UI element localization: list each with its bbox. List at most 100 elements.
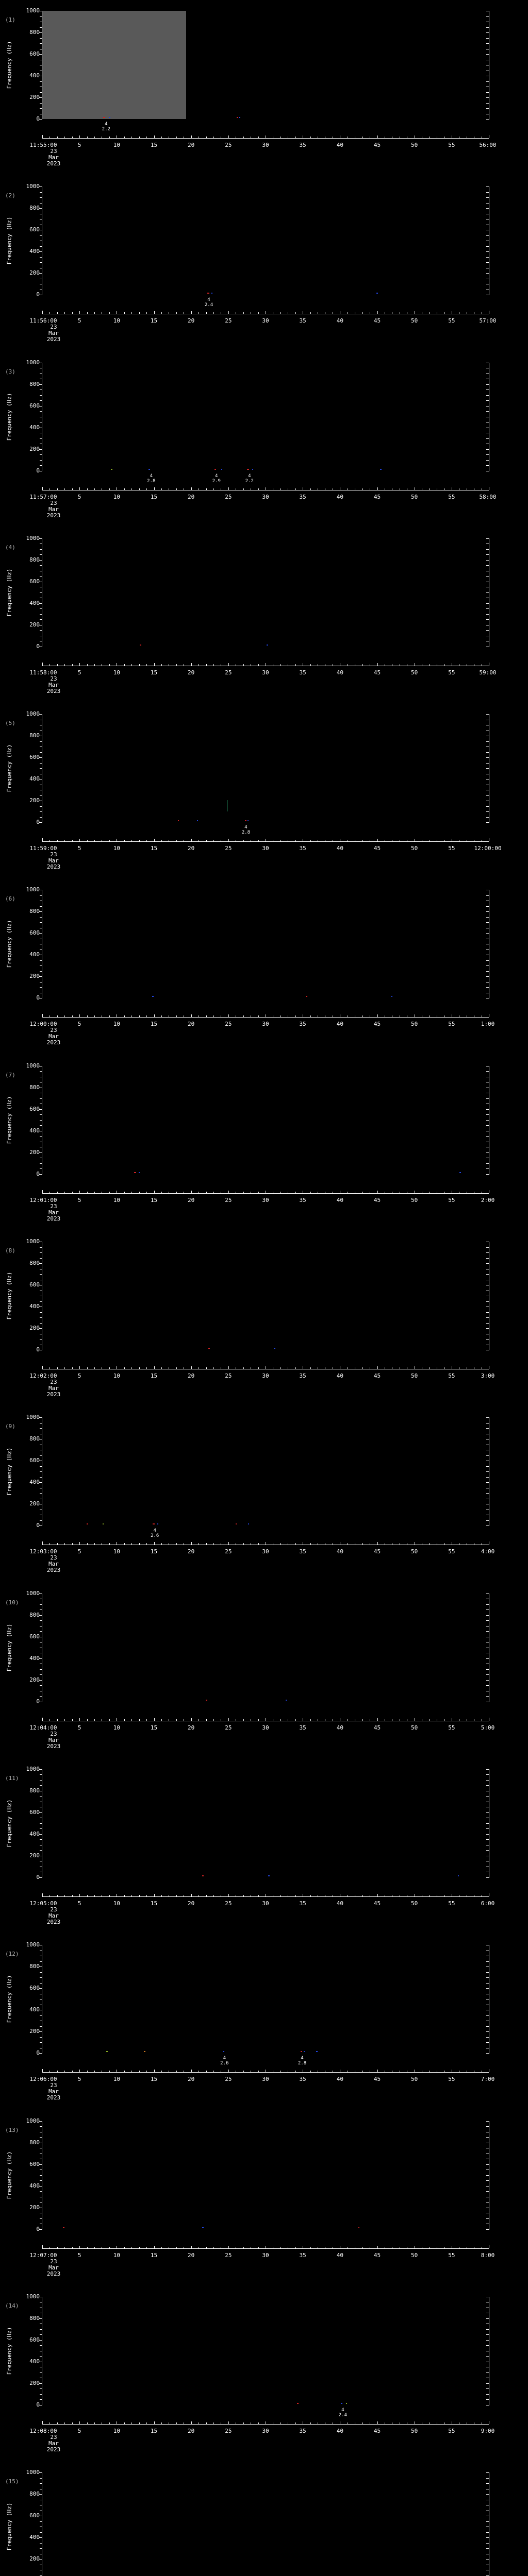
y-axis-tick [40, 2575, 42, 2576]
right-axis-tick [486, 235, 489, 236]
event-pick-marker [205, 1699, 207, 1701]
right-axis-tick [486, 1812, 489, 1813]
x-axis-tick [310, 1191, 311, 1193]
x-axis-tick-label: 40 [336, 2427, 343, 2434]
x-axis-tick [87, 1719, 88, 1721]
x-axis-tick-label: 45 [373, 2427, 381, 2434]
x-axis-tick-label: 50 [411, 1548, 418, 1555]
right-axis-tick [486, 714, 489, 715]
y-axis-tick [40, 411, 42, 412]
x-axis-tick [258, 312, 259, 314]
y-axis-tick-label: 600 [29, 1105, 40, 1112]
y-axis-tick [40, 438, 42, 439]
y-axis-tick [40, 1339, 42, 1340]
x-axis-tick-label: 10 [113, 2427, 120, 2434]
x-axis-tick [87, 840, 88, 842]
y-axis-tick-label: 800 [29, 556, 40, 563]
right-axis-tick [486, 208, 489, 209]
x-axis-tick [64, 1894, 65, 1896]
y-axis-tick [39, 1988, 42, 1989]
right-axis-tick [486, 1098, 489, 1099]
right-axis-tick [486, 1520, 489, 1521]
right-axis-tick [486, 92, 489, 93]
panel-inner: (2) 0 200 400 600 800 1000 Frequency (Hz) 4 2.4 11… [0, 176, 528, 351]
y-axis-tick [40, 965, 42, 967]
x-axis-tick [280, 1719, 281, 1721]
y-axis-tick-label: 0 [36, 467, 40, 474]
event-pick-marker [239, 117, 241, 118]
x-axis-date-stack: 23 Mar 2023 [38, 2434, 69, 2453]
y-axis-tick-label: 0 [36, 115, 40, 122]
y-axis-tick-label: 0 [36, 2401, 40, 2408]
y-axis-tick [40, 1604, 42, 1605]
x-axis-tick [362, 1191, 363, 1193]
x-axis-tick [131, 2422, 133, 2424]
x-axis-date-line: Mar [48, 1912, 59, 1919]
y-axis-tick-label: 1000 [26, 7, 40, 14]
x-axis-tick [295, 312, 296, 314]
right-axis-tick [486, 2472, 489, 2473]
pick-annotation-line: 4 [105, 122, 108, 127]
pick-annotation-label: 4 2.6 [220, 2056, 228, 2066]
y-axis-tick [40, 768, 42, 769]
x-axis-date-line: 23 [50, 1730, 57, 1737]
x-axis-tick [310, 137, 311, 138]
x-axis-tick-label: 20 [188, 317, 195, 325]
x-axis-tick [87, 1191, 88, 1193]
pick-annotation-label: 4 2.6 [151, 1528, 159, 1538]
x-axis-tick [124, 664, 125, 666]
x-axis-tick [72, 1719, 73, 1721]
x-axis-tick-label: 50 [411, 2076, 418, 2083]
plot-area [42, 890, 489, 998]
x-axis-tick [161, 1191, 162, 1193]
right-axis-tick [486, 1252, 489, 1253]
x-axis-tick-label: 30 [262, 1021, 269, 1028]
y-axis-tick [40, 108, 42, 109]
x-axis-tick [146, 1894, 147, 1896]
x-axis-date-line: Mar [48, 1736, 59, 1743]
spectrogram-panel: (3) 0 200 400 600 800 1000 Frequency (Hz) 4 2.8 4 2… [0, 352, 528, 528]
y-axis-tick [39, 97, 42, 98]
event-pick-marker [235, 1523, 237, 1525]
pick-annotation-line: 2.8 [147, 478, 156, 484]
x-axis-tick [161, 1719, 162, 1721]
x-axis-tick-label: 15 [150, 2251, 158, 2259]
y-axis-tick [40, 817, 42, 818]
x-axis-tick [161, 664, 162, 666]
pick-annotation-label: 4 2.8 [147, 473, 155, 484]
panel-inner: (3) 0 200 400 600 800 1000 Frequency (Hz) 4 2.8 4 2… [0, 352, 528, 528]
event-pick-marker [358, 2227, 360, 2228]
y-axis-title: Frequency (Hz) [6, 568, 13, 617]
x-axis-tick-label: 15 [150, 493, 158, 500]
y-axis-title: Frequency (Hz) [6, 2327, 13, 2375]
x-axis-end-label: 12:00:00 [474, 845, 502, 852]
x-axis-tick [228, 663, 229, 666]
x-axis-tick-label: 40 [336, 1196, 343, 1204]
y-axis-tick [40, 895, 42, 896]
y-axis-tick-label: 200 [29, 1500, 40, 1507]
panel-index-label: (3) [5, 368, 15, 375]
x-axis-tick [206, 488, 207, 490]
right-axis-tick [486, 1961, 489, 1962]
x-axis-tick-label: 30 [262, 142, 269, 148]
x-axis-tick [362, 840, 363, 842]
x-axis-date-stack: 23 Mar 2023 [38, 1731, 69, 1750]
x-axis-tick [206, 840, 207, 842]
right-axis-tick [486, 817, 489, 818]
x-axis-tick-label: 35 [299, 1021, 306, 1028]
y-axis-tick-label: 600 [29, 1457, 40, 1464]
event-pick-marker [376, 293, 378, 294]
x-axis-tick [295, 1015, 296, 1018]
y-axis-title: Frequency (Hz) [6, 1799, 13, 1848]
x-axis-tick [161, 1015, 162, 1018]
right-axis-tick [486, 1796, 489, 1797]
event-pick-marker [248, 820, 249, 822]
right-axis-tick [486, 197, 489, 198]
x-axis-tick [64, 664, 65, 666]
event-pick-marker [341, 2402, 343, 2404]
x-axis-tick-label: 30 [262, 317, 269, 325]
y-axis-tick-label: 400 [29, 1303, 40, 1310]
x-axis-tick [124, 1015, 125, 1018]
x-axis-tick [362, 1367, 363, 1369]
y-axis-tick-label: 200 [29, 1325, 40, 1332]
